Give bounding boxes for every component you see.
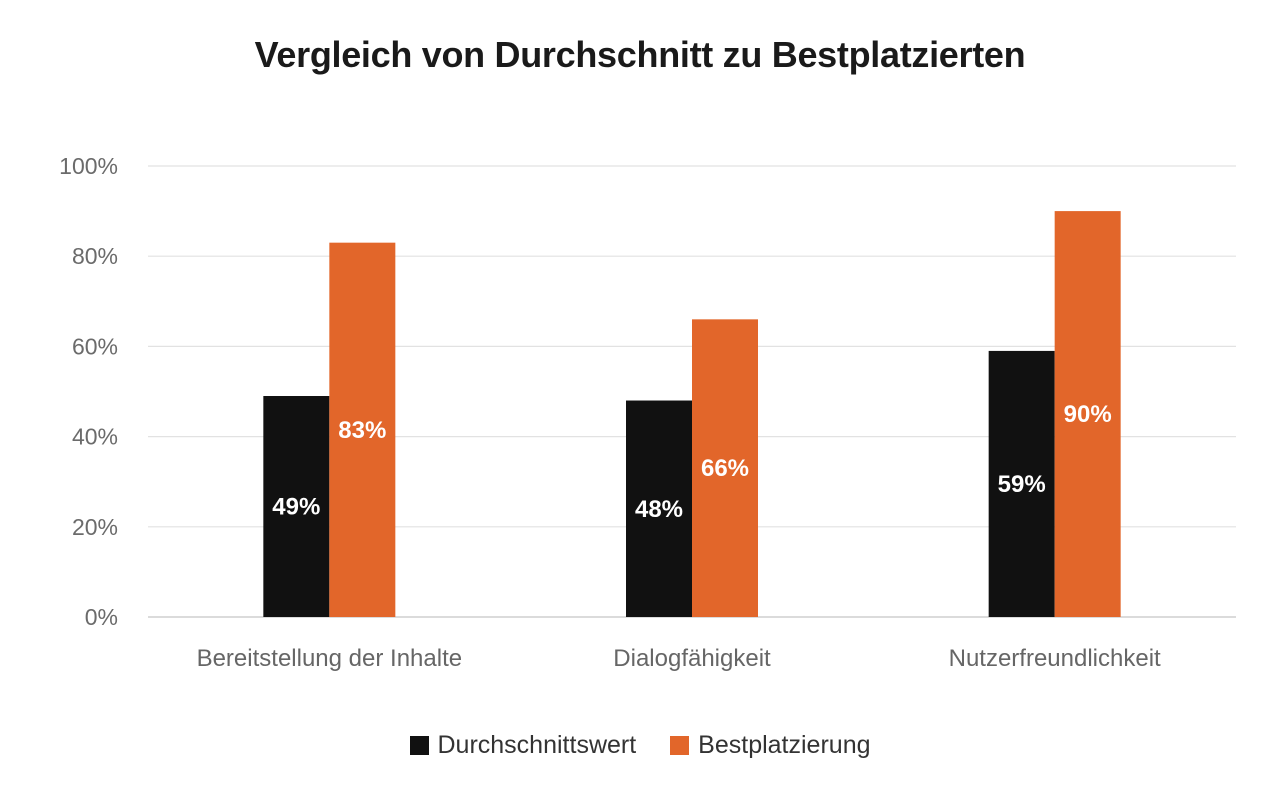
legend-label-bestplatzierung: Bestplatzierung: [698, 731, 871, 759]
data-label: 48%: [635, 496, 683, 523]
data-label: 66%: [701, 455, 749, 482]
y-tick-label: 20%: [72, 514, 118, 540]
data-label: 83%: [338, 417, 386, 444]
y-tick-label: 0%: [85, 604, 118, 630]
category-label: Bereitstellung der Inhalte: [197, 645, 463, 672]
legend-item-durchschnittswert: Durchschnittswert: [409, 731, 637, 760]
category-labels: Bereitstellung der Inhalte Dialogfähigkei…: [197, 645, 1161, 672]
legend-label-durchschnittswert: Durchschnittswert: [437, 731, 637, 759]
bar-durchschnittswert-3: [988, 350, 1055, 617]
data-label: 49%: [272, 494, 320, 521]
data-label: 90%: [1064, 401, 1112, 428]
bar-bestplatzierung-2: [692, 319, 758, 617]
category-label: Dialogfähigkeit: [613, 645, 771, 672]
bar-bestplatzierung-1: [329, 242, 396, 618]
y-tick-label: 60%: [72, 333, 118, 359]
y-tick-label: 100%: [59, 153, 118, 179]
legend-item-bestplatzierung: Bestplatzierung: [670, 731, 871, 760]
bar-durchschnittswert-2: [626, 400, 692, 617]
bar-bestplatzierung-3: [1054, 211, 1121, 617]
data-label: 59%: [998, 471, 1046, 498]
chart-title: Vergleich von Durchschnitt zu Bestplatzi…: [254, 34, 1026, 75]
data-labels: 49% 83% 48% 66% 59% 90%: [272, 401, 1111, 523]
y-tick-label: 40%: [72, 424, 118, 450]
legend-swatch-durchschnittswert: [409, 736, 429, 755]
category-label: Nutzerfreundlichkeit: [949, 645, 1161, 672]
legend-swatch-bestplatzierung: [670, 736, 690, 755]
y-tick-label: 80%: [72, 243, 118, 269]
bars: [263, 211, 1121, 618]
y-axis-ticks: 0% 20% 40% 60% 80% 100%: [59, 153, 118, 630]
legend: Durchschnittswert Bestplatzierung: [0, 731, 1280, 760]
bar-durchschnittswert-1: [263, 396, 330, 617]
